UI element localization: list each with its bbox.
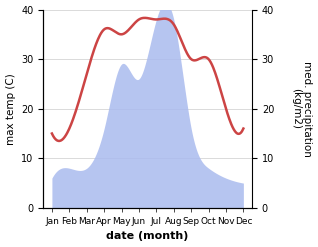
- Y-axis label: max temp (C): max temp (C): [5, 73, 16, 144]
- X-axis label: date (month): date (month): [107, 231, 189, 242]
- Y-axis label: med. precipitation
(kg/m2): med. precipitation (kg/m2): [291, 61, 313, 157]
